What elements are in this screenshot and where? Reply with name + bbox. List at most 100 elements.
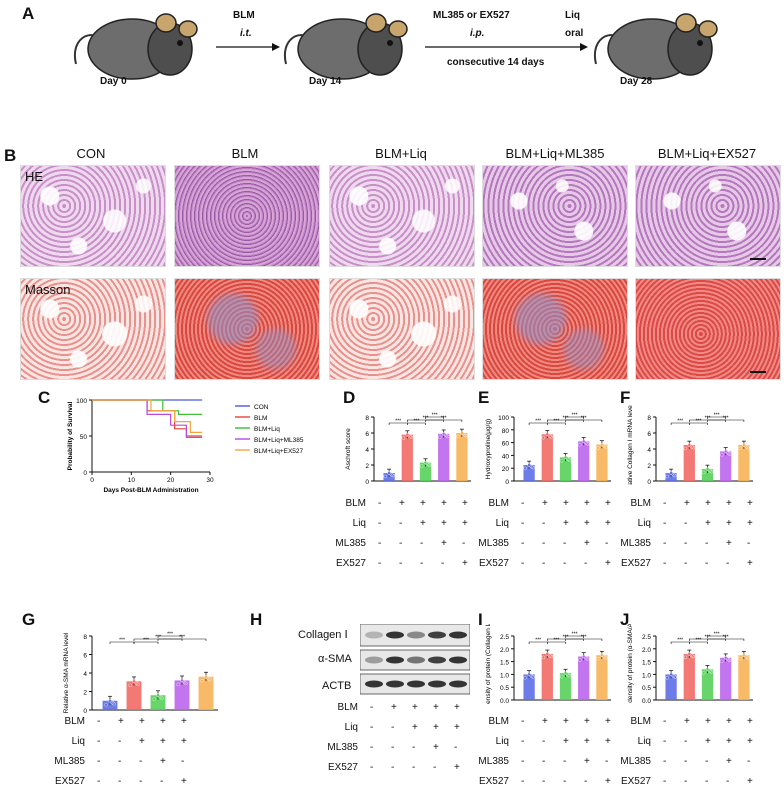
treatment-sign: +: [391, 702, 397, 713]
data-point: [665, 676, 669, 680]
treatment-row-label: BLM: [337, 702, 358, 713]
treatment-sign: -: [118, 736, 122, 747]
treatment-sign: -: [370, 742, 374, 753]
treatment-sign: -: [684, 736, 688, 747]
data-point: [720, 659, 724, 663]
significance-bracket: [565, 416, 584, 419]
he-image-con: HE: [20, 165, 166, 267]
treatment-sign: -: [726, 558, 730, 569]
data-point: [419, 464, 424, 468]
data-point: [578, 658, 582, 662]
significance-bracket: [157, 635, 183, 638]
bar: [738, 655, 750, 700]
treatment-sign: +: [412, 702, 418, 713]
y-tick-label: 2: [365, 463, 369, 470]
y-tick-label: 8: [647, 415, 651, 422]
treatment-sign: +: [605, 736, 611, 747]
treatment-sign: +: [605, 518, 611, 529]
he-image-blm-liq-ex527: [635, 165, 781, 267]
treatment-sign: +: [542, 498, 548, 509]
treatment-sign: -: [684, 776, 688, 787]
blot-band: [365, 631, 383, 639]
treatment-sign: -: [420, 558, 424, 569]
panel-label-i: I: [478, 610, 483, 629]
data-point: [152, 697, 156, 701]
bar: [419, 462, 432, 481]
data-point: [563, 455, 568, 460]
blot-strip: [360, 624, 470, 647]
data-point: [441, 432, 446, 436]
treatment-sign: -: [521, 498, 525, 509]
data-point: [669, 672, 673, 677]
significance-label: ***: [553, 419, 559, 425]
data-point: [723, 449, 728, 454]
significance-label: ***: [535, 638, 541, 644]
masson-image-blm-liq: [329, 278, 475, 380]
significance-bracket: [707, 419, 745, 422]
data-point: [545, 652, 550, 656]
y-tick-label: 50: [80, 434, 88, 441]
treatment-sign: -: [370, 762, 374, 773]
treatment-sign: -: [705, 558, 709, 569]
y-tick-label: 2: [83, 690, 87, 697]
treatment-sign: +: [584, 538, 590, 549]
treatment-sign: +: [726, 756, 732, 767]
treatment-row-label: ML385: [327, 742, 358, 753]
x-tick-label: 30: [206, 477, 214, 484]
significance-label: ***: [695, 419, 701, 425]
significance-bracket: [133, 641, 159, 644]
y-axis-label: Relative α-SMA mRNA level: [63, 632, 70, 713]
data-point: [705, 667, 710, 671]
data-point: [527, 672, 531, 677]
significance-label: ***: [723, 635, 729, 641]
group-title-blm-liq: BLM+Liq: [375, 146, 427, 161]
y-tick-label: 0.5: [500, 685, 509, 692]
he-image-blm: [174, 165, 320, 267]
treatment-sign: -: [663, 498, 667, 509]
data-point: [559, 674, 564, 679]
data-point: [200, 678, 204, 683]
treatment-sign: -: [563, 538, 567, 549]
treatment-sign: -: [160, 776, 164, 787]
treatment-row-label: BLM: [488, 716, 509, 727]
bar: [683, 445, 695, 481]
y-tick-label: 0.0: [642, 698, 651, 704]
treatment-sign: +: [160, 736, 166, 747]
treatment-sign: -: [605, 756, 609, 767]
treatment-row-label: ML385: [335, 538, 366, 549]
wb-label-actb: ACTB: [322, 680, 352, 692]
bar: [559, 457, 572, 481]
treatment-sign: +: [160, 756, 166, 767]
treatment-sign: +: [181, 716, 187, 727]
treatment-sign: -: [118, 756, 122, 767]
treatment-sign: -: [378, 498, 382, 509]
significance-label: ***: [535, 419, 541, 425]
masson-image-blm-liq-ex527: [635, 278, 781, 380]
data-point: [387, 471, 391, 475]
treatment-sign: +: [181, 776, 187, 787]
significance-label: ***: [119, 638, 125, 644]
treatment-sign: +: [181, 736, 187, 747]
legend-label: BLM+Liq+ML385: [254, 437, 304, 444]
treatment-sign: -: [412, 762, 416, 773]
treatment-sign: -: [663, 558, 667, 569]
treatment-sign: -: [420, 538, 424, 549]
treatment-sign: +: [563, 736, 569, 747]
y-tick-label: 6: [365, 431, 369, 438]
treatment-sign: -: [378, 538, 382, 549]
bar: [126, 681, 142, 710]
data-point: [460, 431, 464, 435]
mouse-day14: [283, 13, 408, 80]
y-tick-label: 100: [76, 398, 87, 405]
y-tick-label: 2.5: [642, 634, 651, 641]
bar: [665, 674, 677, 700]
significance-label: ***: [723, 416, 729, 422]
y-tick-label: 0: [365, 479, 369, 485]
treatment-sign: -: [433, 762, 437, 773]
panel-label-e: E: [478, 388, 490, 407]
blot-band: [428, 680, 446, 688]
treatment-sign: +: [726, 498, 732, 509]
treatment-sign: -: [391, 722, 395, 733]
bar: [523, 674, 535, 700]
